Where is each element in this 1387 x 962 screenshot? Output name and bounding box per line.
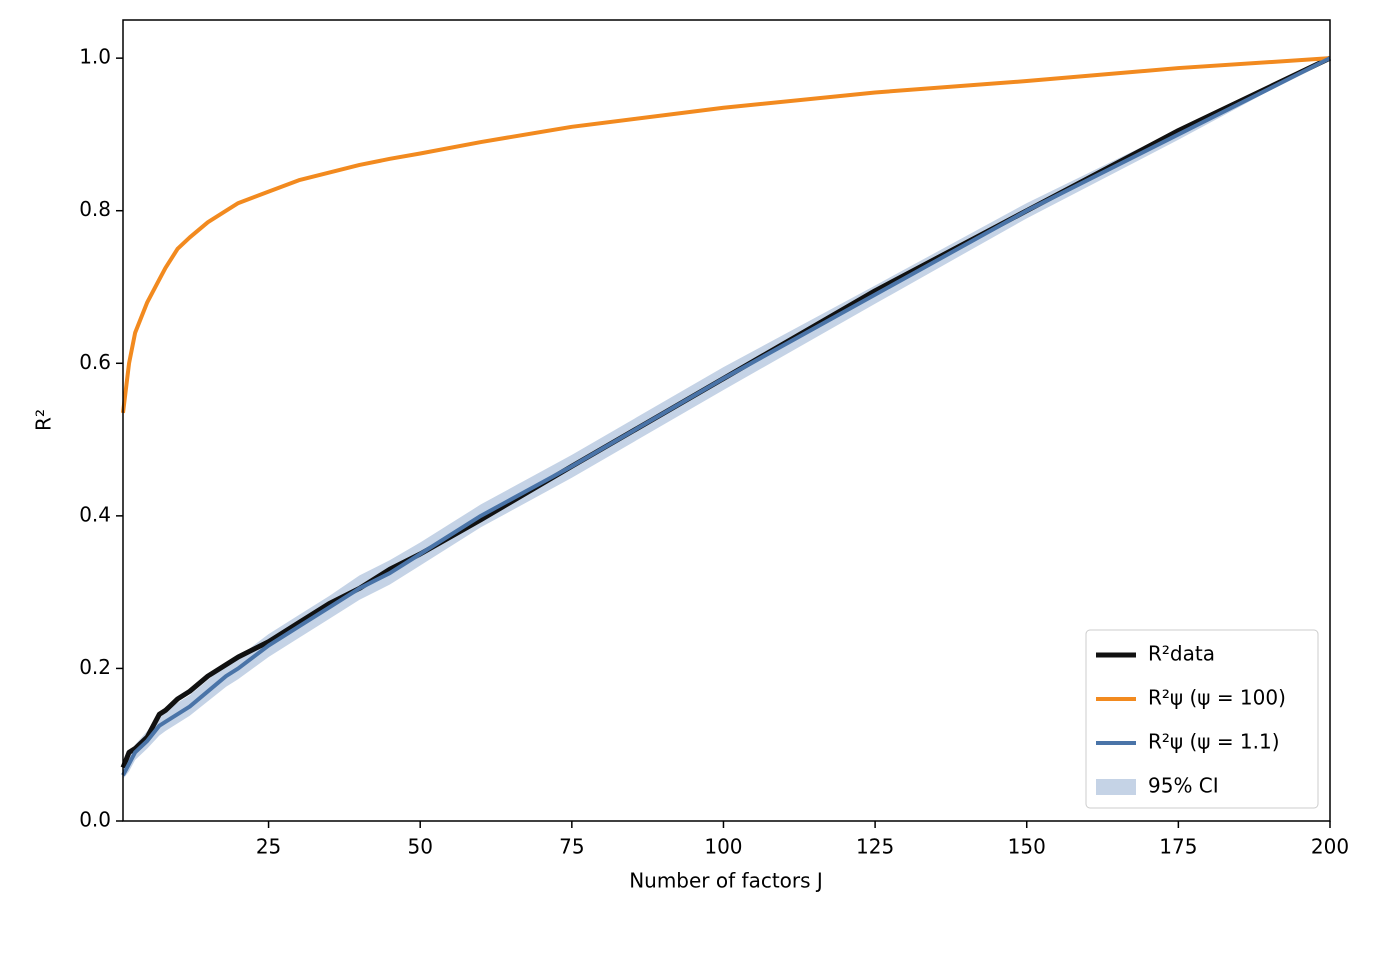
x-axis-label: Number of factors J [629,869,823,893]
legend-label: 95% CI [1148,774,1219,798]
x-tick-label: 150 [1008,835,1046,859]
legend-label: R²ψ (ψ = 1.1) [1148,730,1280,754]
x-tick-label: 100 [704,835,742,859]
y-tick-label: 0.6 [79,350,111,374]
y-tick-label: 0.0 [79,808,111,832]
y-tick-label: 0.2 [79,655,111,679]
legend-swatch [1096,779,1136,795]
y-axis-label: R² [32,409,56,431]
x-tick-label: 75 [559,835,584,859]
x-tick-label: 125 [856,835,894,859]
legend-box [1085,629,1319,809]
y-tick-label: 1.0 [79,45,111,69]
x-tick-label: 200 [1311,835,1349,859]
legend-label: R²data [1148,642,1215,666]
x-tick-label: 25 [256,835,281,859]
plot-frame [122,19,1331,822]
line [121,56,1331,777]
x-tick-label: 175 [1159,835,1197,859]
y-tick-label: 0.4 [79,502,111,526]
legend: R²data R²ψ (ψ = 100) R²ψ (ψ = 1.1) 95% CI [1085,629,1319,809]
y-tick-label: 0.8 [79,197,111,221]
legend-label: R²ψ (ψ = 100) [1148,686,1286,710]
line [121,56,1331,414]
x-tick-label: 50 [407,835,432,859]
